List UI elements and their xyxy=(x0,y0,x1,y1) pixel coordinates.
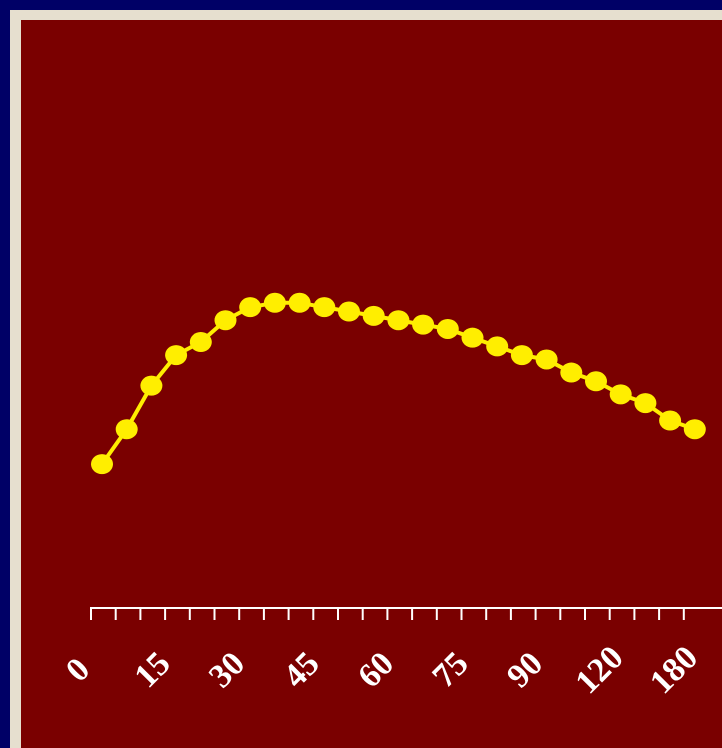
series-point xyxy=(560,362,583,383)
series-point xyxy=(609,384,632,405)
series-point xyxy=(634,393,657,414)
series-point xyxy=(412,314,435,335)
series-point xyxy=(165,345,188,366)
series-point xyxy=(486,336,509,357)
series-point xyxy=(313,297,336,318)
series-point xyxy=(535,349,558,370)
x-axis xyxy=(90,607,722,620)
series-point xyxy=(659,410,682,431)
series-point xyxy=(461,327,484,348)
series-point xyxy=(683,419,706,440)
plot-background xyxy=(21,20,722,748)
series-point xyxy=(585,371,607,392)
series-point xyxy=(263,292,286,313)
series-point xyxy=(510,345,533,366)
series-point xyxy=(387,310,410,331)
series-point xyxy=(362,305,385,326)
series-point xyxy=(140,375,163,396)
series-point xyxy=(239,297,262,318)
series-point xyxy=(214,310,237,331)
series-point xyxy=(91,454,113,475)
series-point xyxy=(338,301,360,322)
series-point xyxy=(436,318,459,339)
series-point xyxy=(189,332,212,353)
series-point xyxy=(288,292,311,313)
series-markers xyxy=(91,292,706,475)
series-point xyxy=(115,419,138,440)
